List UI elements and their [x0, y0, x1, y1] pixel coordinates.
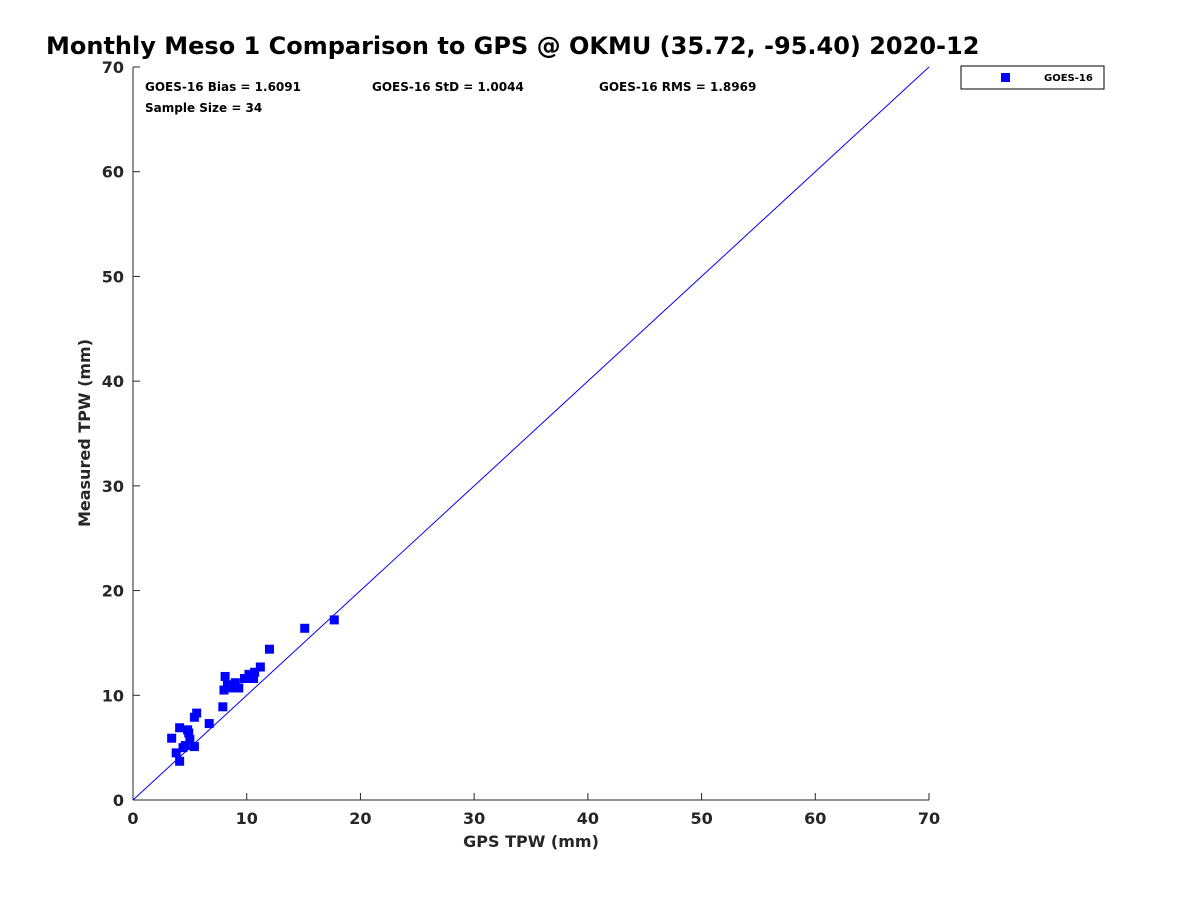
x-tick-label: 20 [349, 809, 371, 828]
data-point [171, 748, 181, 758]
data-point [250, 667, 260, 677]
y-tick-label: 30 [102, 477, 124, 496]
data-point [204, 719, 214, 729]
y-tick-label: 60 [102, 163, 124, 182]
legend-box [960, 65, 1105, 90]
data-point [189, 742, 199, 752]
data-point [218, 702, 228, 712]
sample-size-stat: Sample Size = 34 [145, 101, 262, 115]
data-point [175, 723, 185, 733]
x-tick-label: 40 [577, 809, 599, 828]
data-point [239, 674, 249, 684]
data-point [185, 734, 195, 744]
data-point [329, 615, 339, 625]
x-axis-label: GPS TPW (mm) [463, 832, 599, 851]
x-tick-label: 70 [918, 809, 940, 828]
data-point [184, 728, 194, 738]
legend-marker [1001, 73, 1010, 82]
x-tick-label: 0 [127, 809, 138, 828]
y-tick-label: 70 [102, 58, 124, 77]
y-tick-label: 40 [102, 372, 124, 391]
x-tick-label: 50 [690, 809, 712, 828]
data-point [228, 683, 238, 693]
data-point [264, 644, 274, 654]
y-tick-label: 10 [102, 686, 124, 705]
data-point [234, 683, 244, 693]
x-tick-label: 10 [236, 809, 258, 828]
y-tick-label: 50 [102, 267, 124, 286]
y-tick-label: 20 [102, 582, 124, 601]
plot-area: 0 10 20 30 40 50 60 70 0 10 20 30 40 50 60 70 [102, 58, 940, 828]
data-point [219, 685, 229, 695]
data-point [255, 662, 265, 672]
legend: GOES-16 [960, 65, 1105, 90]
one-to-one-line [132, 66, 930, 801]
data-point [180, 741, 190, 751]
chart-title: Monthly Meso 1 Comparison to GPS @ OKMU … [46, 32, 979, 60]
x-tick-label: 30 [463, 809, 485, 828]
data-point [175, 756, 185, 766]
y-tick-label: 0 [113, 791, 124, 810]
data-point [167, 733, 177, 743]
data-point [300, 623, 310, 633]
y-axis-label: Measured TPW (mm) [75, 339, 94, 527]
data-point [192, 708, 202, 718]
std-stat: GOES-16 StD = 1.0044 [372, 80, 524, 94]
data-point [249, 674, 259, 684]
x-tick-label: 60 [804, 809, 826, 828]
bias-stat: GOES-16 Bias = 1.6091 [145, 80, 301, 94]
rms-stat: GOES-16 RMS = 1.8969 [599, 80, 756, 94]
data-point [220, 671, 230, 681]
data-point [230, 678, 240, 688]
legend-label: GOES-16 [1044, 73, 1093, 84]
